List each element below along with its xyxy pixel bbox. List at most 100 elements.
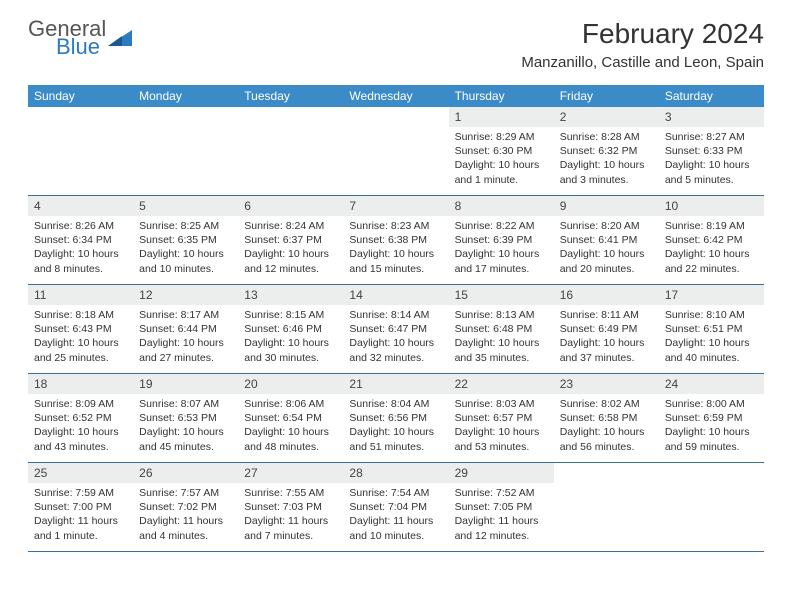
sunrise-text: Sunrise: 8:25 AM (139, 219, 232, 233)
daylight-text: Daylight: 10 hours and 53 minutes. (455, 425, 548, 453)
sunset-text: Sunset: 7:00 PM (34, 500, 127, 514)
day-number: 25 (28, 463, 133, 483)
day-cell: 5Sunrise: 8:25 AMSunset: 6:35 PMDaylight… (133, 196, 238, 284)
day-body: Sunrise: 8:22 AMSunset: 6:39 PMDaylight:… (449, 216, 554, 282)
sunset-text: Sunset: 6:54 PM (244, 411, 337, 425)
day-cell: 3Sunrise: 8:27 AMSunset: 6:33 PMDaylight… (659, 107, 764, 195)
sunset-text: Sunset: 6:38 PM (349, 233, 442, 247)
daylight-text: Daylight: 11 hours and 4 minutes. (139, 514, 232, 542)
day-number: 7 (343, 196, 448, 216)
week-row: 4 Sunrise: 8:26 AMSunset: 6:34 PM Daylight… (28, 196, 764, 285)
day-number: 4 (28, 196, 133, 216)
day-cell: 12Sunrise: 8:17 AMSunset: 6:44 PMDayligh… (133, 285, 238, 373)
day-number: 29 (449, 463, 554, 483)
day-cell: 11Sunrise: 8:18 AMSunset: 6:43 PMDayligh… (28, 285, 133, 373)
sunrise-text: Sunrise: 8:02 AM (560, 397, 653, 411)
day-of-week-cell: Friday (554, 85, 659, 107)
day-of-week-cell: Wednesday (343, 85, 448, 107)
week-row: 18Sunrise: 8:09 AMSunset: 6:52 PMDayligh… (28, 374, 764, 463)
day-number: 23 (554, 374, 659, 394)
day-of-week-cell: Tuesday (238, 85, 343, 107)
sunrise-text: Sunrise: 8:10 AM (665, 308, 758, 322)
sunset-text: Sunset: 6:43 PM (34, 322, 127, 336)
day-cell: 28Sunrise: 7:54 AMSunset: 7:04 PMDayligh… (343, 463, 448, 551)
daylight-text: Daylight: 10 hours and 5 minutes. (665, 158, 758, 186)
daylight-text: Daylight: 10 hours and 51 minutes. (349, 425, 442, 453)
sunset-text: Sunset: 6:34 PM (34, 233, 127, 247)
sunset-text: Sunset: 6:48 PM (455, 322, 548, 336)
day-body: Sunrise: 8:11 AMSunset: 6:49 PMDaylight:… (554, 305, 659, 371)
day-cell: 20Sunrise: 8:06 AMSunset: 6:54 PMDayligh… (238, 374, 343, 462)
daylight-text: Daylight: 10 hours and 35 minutes. (455, 336, 548, 364)
daylight-text: Daylight: 10 hours and 56 minutes. (560, 425, 653, 453)
sunset-text: Sunset: 7:05 PM (455, 500, 548, 514)
sunrise-text: Sunrise: 8:17 AM (139, 308, 232, 322)
day-body: Sunrise: 8:07 AMSunset: 6:53 PMDaylight:… (133, 394, 238, 460)
day-cell (659, 463, 764, 551)
day-number: 20 (238, 374, 343, 394)
logo: General Blue (28, 18, 134, 58)
day-number: 13 (238, 285, 343, 305)
day-body: Sunrise: 7:55 AMSunset: 7:03 PMDaylight:… (238, 483, 343, 549)
day-cell: 25Sunrise: 7:59 AMSunset: 7:00 PMDayligh… (28, 463, 133, 551)
day-number: 6 (238, 196, 343, 216)
sunrise-text: Sunrise: 8:26 AM (34, 219, 127, 233)
day-number: 22 (449, 374, 554, 394)
sunrise-text: Sunrise: 8:06 AM (244, 397, 337, 411)
day-number (554, 463, 659, 469)
week-row: 1Sunrise: 8:29 AMSunset: 6:30 PMDaylight… (28, 107, 764, 196)
day-of-week-cell: Sunday (28, 85, 133, 107)
day-number: 24 (659, 374, 764, 394)
sunset-text: Sunset: 6:30 PM (455, 144, 548, 158)
sunset-text: Sunset: 6:47 PM (349, 322, 442, 336)
day-cell: 19Sunrise: 8:07 AMSunset: 6:53 PMDayligh… (133, 374, 238, 462)
header: General Blue February 2024 Manzanillo, C… (0, 0, 792, 79)
daylight-text: Daylight: 10 hours and 27 minutes. (139, 336, 232, 364)
sunrise-text: Sunrise: 8:28 AM (560, 130, 653, 144)
day-cell: 2Sunrise: 8:28 AMSunset: 6:32 PMDaylight… (554, 107, 659, 195)
sunset-text: Sunset: 7:04 PM (349, 500, 442, 514)
day-body: Sunrise: 8:17 AMSunset: 6:44 PMDaylight:… (133, 305, 238, 371)
daylight-text: Daylight: 10 hours and 30 minutes. (244, 336, 337, 364)
sunrise-text: Sunrise: 8:22 AM (455, 219, 548, 233)
day-of-week-cell: Thursday (449, 85, 554, 107)
sunrise-text: Sunrise: 7:52 AM (455, 486, 548, 500)
daylight-text: Daylight: 10 hours and 20 minutes. (560, 247, 653, 275)
day-cell: 23Sunrise: 8:02 AMSunset: 6:58 PMDayligh… (554, 374, 659, 462)
day-cell: 24Sunrise: 8:00 AMSunset: 6:59 PMDayligh… (659, 374, 764, 462)
sunset-text: Sunset: 7:03 PM (244, 500, 337, 514)
day-body: Sunrise: 8:24 AMSunset: 6:37 PMDaylight:… (238, 216, 343, 282)
daylight-text: Daylight: 10 hours and 40 minutes. (665, 336, 758, 364)
sunrise-text: Sunrise: 8:19 AM (665, 219, 758, 233)
day-number: 15 (449, 285, 554, 305)
day-cell (554, 463, 659, 551)
day-cell: 9Sunrise: 8:20 AMSunset: 6:41 PMDaylight… (554, 196, 659, 284)
sunset-text: Sunset: 6:51 PM (665, 322, 758, 336)
day-cell: 18Sunrise: 8:09 AMSunset: 6:52 PMDayligh… (28, 374, 133, 462)
day-number: 11 (28, 285, 133, 305)
sunrise-text: Sunrise: 8:29 AM (455, 130, 548, 144)
daylight-text: Daylight: 10 hours and 17 minutes. (455, 247, 548, 275)
day-of-week-cell: Monday (133, 85, 238, 107)
day-number: 17 (659, 285, 764, 305)
day-body: Sunrise: 7:52 AMSunset: 7:05 PMDaylight:… (449, 483, 554, 549)
day-cell: 6Sunrise: 8:24 AMSunset: 6:37 PMDaylight… (238, 196, 343, 284)
day-number: 9 (554, 196, 659, 216)
day-cell: 14Sunrise: 8:14 AMSunset: 6:47 PMDayligh… (343, 285, 448, 373)
daylight-text: Daylight: 10 hours and 1 minute. (455, 158, 548, 186)
daylight-text: Daylight: 10 hours and 43 minutes. (34, 425, 127, 453)
day-body: Sunrise: 8:14 AMSunset: 6:47 PMDaylight:… (343, 305, 448, 371)
location: Manzanillo, Castille and Leon, Spain (521, 54, 764, 71)
title-block: February 2024 Manzanillo, Castille and L… (521, 18, 764, 71)
sunset-text: Sunset: 6:44 PM (139, 322, 232, 336)
daylight-text: Daylight: 11 hours and 12 minutes. (455, 514, 548, 542)
day-cell: 27Sunrise: 7:55 AMSunset: 7:03 PMDayligh… (238, 463, 343, 551)
day-body: Sunrise: 7:57 AMSunset: 7:02 PMDaylight:… (133, 483, 238, 549)
sunset-text: Sunset: 6:49 PM (560, 322, 653, 336)
month-title: February 2024 (521, 18, 764, 50)
day-number (133, 107, 238, 113)
sunset-text: Sunset: 6:56 PM (349, 411, 442, 425)
day-cell: 16Sunrise: 8:11 AMSunset: 6:49 PMDayligh… (554, 285, 659, 373)
day-body: Sunrise: 8:25 AMSunset: 6:35 PMDaylight:… (133, 216, 238, 282)
sunset-text: Sunset: 6:35 PM (139, 233, 232, 247)
